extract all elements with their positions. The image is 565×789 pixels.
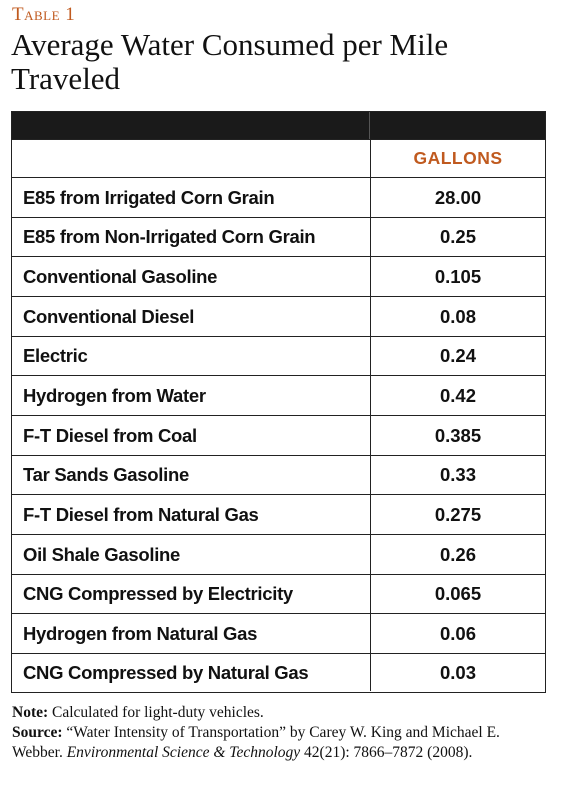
row-name: CNG Compressed by Natural Gas — [23, 661, 309, 683]
row-value: 0.105 — [370, 257, 545, 296]
row-name: F-T Diesel from Natural Gas — [23, 503, 259, 525]
table-notes: Note: Calculated for light-duty vehicles… — [12, 703, 552, 763]
row-name: F-T Diesel from Coal — [23, 424, 197, 446]
row-name: E85 from Non-Irrigated Corn Grain — [23, 226, 316, 247]
row-name: Conventional Gasoline — [23, 265, 218, 287]
row-value: 0.24 — [370, 337, 545, 375]
row-value: 0.08 — [370, 297, 545, 336]
row-value: 0.06 — [370, 614, 545, 653]
row-value: 0.25 — [370, 218, 545, 256]
source-line: Source: “Water Intensity of Transportati… — [12, 723, 552, 763]
source-text: “Water Intensity of Transportation” by C… — [12, 724, 500, 761]
table-row: Hydrogen from Natural Gas 0.06 — [12, 613, 545, 653]
table-label: Table 1 — [12, 4, 76, 25]
table-row: E85 from Non-Irrigated Corn Grain 0.25 — [12, 217, 545, 256]
column-header-row: GALLONS — [12, 139, 545, 177]
row-name: E85 from Irrigated Corn Grain — [23, 186, 275, 208]
row-name: Oil Shale Gasoline — [23, 543, 181, 565]
table-row: Hydrogen from Water 0.42 — [12, 375, 545, 415]
table-row: Conventional Diesel 0.08 — [12, 296, 545, 336]
row-value: 28.00 — [370, 178, 545, 217]
table-row: F-T Diesel from Coal 0.385 — [12, 415, 545, 455]
row-value: 0.42 — [370, 376, 545, 415]
row-value: 0.385 — [370, 416, 545, 455]
row-name: Hydrogen from Natural Gas — [23, 622, 258, 644]
row-name: Hydrogen from Water — [23, 384, 206, 406]
source-label: Source: — [12, 724, 63, 741]
row-name: Electric — [23, 345, 88, 366]
row-name: Tar Sands Gasoline — [23, 464, 189, 485]
row-value: 0.275 — [370, 495, 545, 534]
table-row: CNG Compressed by Electricity 0.065 — [12, 574, 545, 613]
source-citation: 42(21): 7866–7872 (2008). — [304, 744, 473, 761]
table-header-bar — [12, 112, 545, 140]
table-row: Tar Sands Gasoline 0.33 — [12, 455, 545, 494]
row-value: 0.26 — [370, 535, 545, 574]
column-header-gallons: GALLONS — [370, 140, 545, 177]
table-row: F-T Diesel from Natural Gas 0.275 — [12, 494, 545, 534]
row-name: CNG Compressed by Electricity — [23, 583, 293, 604]
table-row: Oil Shale Gasoline 0.26 — [12, 534, 545, 574]
row-value: 0.065 — [370, 575, 545, 613]
note-text: Calculated for light-duty vehicles. — [52, 704, 264, 721]
note-label: Note: — [12, 704, 49, 721]
source-journal: Environmental Science & Technology — [66, 744, 301, 761]
note-line: Note: Calculated for light-duty vehicles… — [12, 703, 552, 723]
table-row: Electric 0.24 — [12, 336, 545, 375]
table-row: E85 from Irrigated Corn Grain 28.00 — [12, 177, 545, 217]
row-value: 0.33 — [370, 456, 545, 494]
data-table: GALLONS E85 from Irrigated Corn Grain 28… — [11, 111, 546, 693]
table-row: CNG Compressed by Natural Gas 0.03 — [12, 653, 545, 691]
table-title: Average Water Consumed per Mile Traveled — [11, 27, 449, 96]
header-bar-divider — [369, 112, 370, 140]
row-name: Conventional Diesel — [23, 305, 195, 327]
row-value: 0.03 — [370, 654, 545, 691]
table-row: Conventional Gasoline 0.105 — [12, 256, 545, 296]
